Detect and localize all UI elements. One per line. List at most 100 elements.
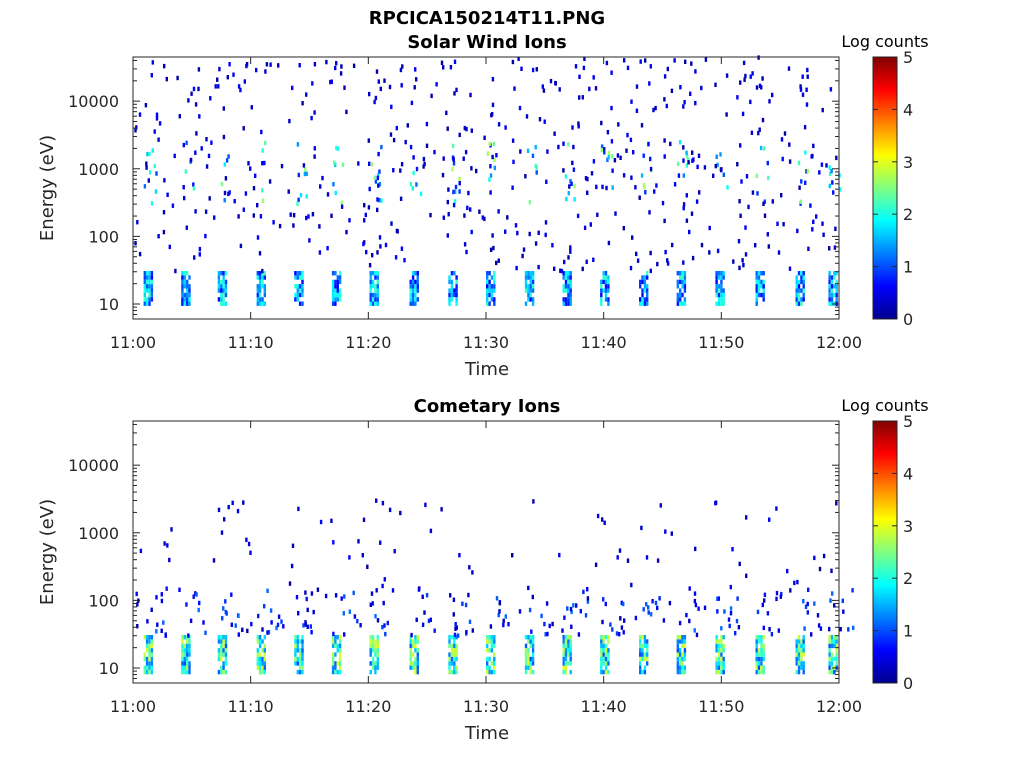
spectrogram-cell (338, 635, 342, 640)
spectrogram-cell (232, 72, 235, 77)
spectrogram-cell (228, 62, 231, 67)
spectrogram-cell (641, 301, 644, 306)
spectrogram-cell (297, 506, 300, 512)
spectrogram-cell (685, 163, 688, 168)
y-tick-label: 10000 (68, 456, 119, 475)
spectrogram-cell (183, 292, 186, 298)
spectrogram-cell (453, 292, 456, 298)
spectrogram-cell (806, 610, 809, 615)
spectrogram-cell (335, 145, 338, 151)
spectrogram-cell (720, 279, 723, 285)
spectrogram-cell (455, 643, 458, 649)
spectrogram-cell (183, 643, 186, 649)
spectrogram-cell (310, 115, 313, 121)
spectrogram-cell (294, 271, 297, 276)
spectrogram-cell (448, 275, 451, 280)
spectrogram-cell (760, 271, 763, 276)
spectrogram-cell (600, 648, 603, 653)
spectrogram-cell (470, 128, 473, 133)
spectrogram-cell (830, 292, 834, 298)
spectrogram-cell (787, 66, 791, 71)
spectrogram-cell (469, 207, 472, 212)
spectrogram-cell (486, 279, 489, 285)
spectrogram-cell (634, 185, 637, 190)
spectrogram-cell (348, 218, 351, 223)
spectrogram-cell (222, 635, 225, 640)
spectrogram-cell (409, 301, 412, 306)
spectrogram-cell (171, 203, 175, 208)
spectrogram-cell (802, 599, 805, 604)
spectrogram-cell (683, 656, 687, 662)
spectrogram-cell (809, 203, 812, 208)
spectrogram-cell (600, 144, 604, 149)
spectrogram-cell (641, 297, 644, 302)
spectrogram-cell (567, 643, 570, 649)
spectrogram-cell (453, 639, 456, 644)
spectrogram-cell (577, 632, 581, 637)
spectrogram-cell (564, 271, 568, 276)
spectrogram-cell (148, 284, 151, 289)
spectrogram-cell (409, 284, 412, 289)
spectrogram-cell (448, 288, 451, 293)
spectrogram-cell (518, 609, 522, 614)
spectrogram-cell (160, 628, 163, 633)
spectrogram-cell (796, 228, 799, 234)
spectrogram-cell (683, 297, 687, 302)
spectrogram-cell (301, 639, 304, 644)
spectrogram-cell (241, 627, 244, 632)
spectrogram-cell (280, 163, 284, 169)
spectrogram-cell (247, 541, 251, 547)
colorbar-tick-label: 4 (903, 100, 913, 119)
spectrogram-cell (256, 301, 259, 306)
x-tick-label: 11:50 (698, 333, 744, 352)
spectrogram-cell (828, 275, 831, 280)
spectrogram-cell (198, 114, 201, 119)
spectrogram-cell (309, 624, 312, 629)
spectrogram-cell (415, 77, 418, 82)
spectrogram-cell (261, 284, 264, 289)
spectrogram-cell (682, 158, 685, 163)
spectrogram-cell (679, 656, 682, 662)
spectrogram-cell (806, 601, 809, 607)
spectrogram-cell (828, 165, 831, 170)
spectrogram-cell (458, 189, 461, 194)
spectrogram-cell (170, 527, 173, 532)
heatmap-solar-wind (134, 55, 842, 306)
spectrogram-cell (371, 601, 374, 606)
spectrogram-cell (766, 160, 769, 166)
spectrogram-cell (464, 149, 468, 155)
spectrogram-cell (634, 615, 638, 621)
spectrogram-cell (375, 69, 379, 74)
spectrogram-cell (581, 266, 584, 272)
spectrogram-cell (799, 84, 802, 89)
spectrogram-cell (220, 669, 223, 675)
x-tick-label: 11:00 (110, 333, 156, 352)
spectrogram-cell (394, 255, 398, 260)
spectrogram-cell (454, 184, 458, 190)
spectrogram-cell (683, 275, 687, 280)
spectrogram-cell (493, 652, 496, 657)
spectrogram-cell (301, 279, 304, 285)
spectrogram-cell (600, 635, 603, 640)
spectrogram-cell (708, 225, 711, 231)
spectrogram-cell (181, 661, 184, 666)
spectrogram-cell (371, 292, 375, 298)
spectrogram-cell (800, 297, 803, 302)
spectrogram-cell (524, 635, 528, 640)
spectrogram-cell (186, 648, 189, 653)
spectrogram-cell (529, 656, 532, 662)
spectrogram-cell (601, 619, 604, 625)
spectrogram-cell (717, 292, 721, 298)
spectrogram-cell (683, 639, 687, 644)
spectrogram-cell (297, 197, 300, 203)
spectrogram-cell (755, 648, 758, 653)
spectrogram-cell (720, 288, 723, 293)
spectrogram-cell (334, 593, 338, 598)
spectrogram-cell (198, 600, 201, 606)
spectrogram-cell (453, 665, 456, 670)
spectrogram-cell (544, 232, 547, 238)
spectrogram-cell (268, 179, 272, 184)
spectrogram-cell (165, 76, 168, 82)
spectrogram-cell (643, 301, 647, 306)
spectrogram-cell (497, 258, 500, 263)
